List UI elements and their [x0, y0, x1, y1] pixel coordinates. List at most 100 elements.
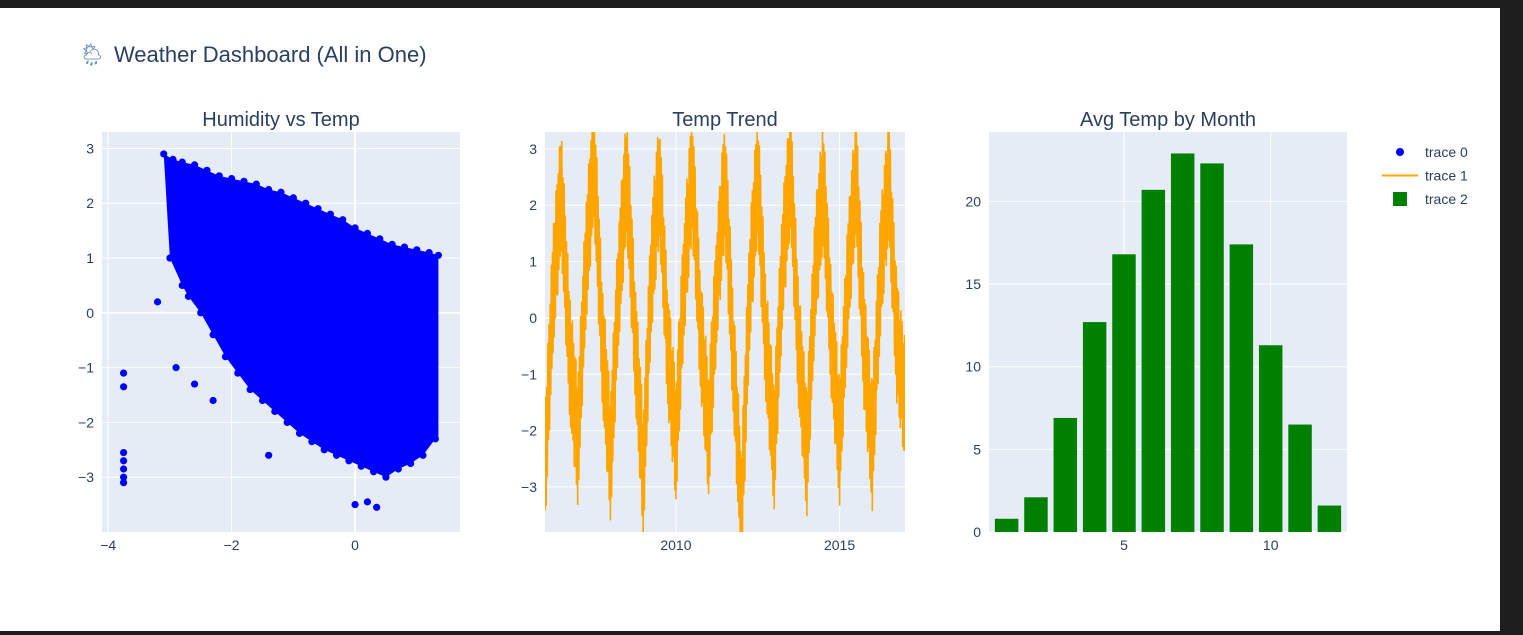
bar-month-11 — [1288, 424, 1312, 532]
scatter-point — [228, 174, 236, 183]
bar-month-6 — [1141, 189, 1166, 532]
y-tick-label: 10 — [965, 359, 981, 375]
scatter-point — [369, 468, 378, 476]
scatter-point — [184, 292, 193, 300]
scatter-point — [382, 473, 390, 481]
line-plot-temp-trend[interactable]: Temp Trend −3 −2 −1 0 1 2 3 2010 2015 — [521, 109, 905, 553]
bar-month-8 — [1200, 163, 1224, 532]
scatter-point — [363, 498, 372, 506]
y-tick-label: 5 — [973, 441, 981, 457]
legend-marker-icon — [1396, 148, 1404, 156]
y-tick-label: 1 — [86, 250, 94, 266]
scatter-point — [215, 172, 223, 180]
bar-month-5 — [1112, 254, 1136, 532]
scatter-point — [351, 501, 359, 509]
legend-label: trace 0 — [1425, 144, 1468, 160]
scatter-point — [120, 479, 128, 487]
y-tick-label: −3 — [78, 469, 94, 485]
scatter-point — [234, 369, 242, 377]
scatter-point — [376, 235, 384, 243]
scatter-point — [172, 364, 180, 372]
scatter-point — [120, 448, 128, 457]
plot-marks — [120, 150, 442, 511]
x-tick-label: 2015 — [824, 537, 855, 553]
scatter-point — [240, 177, 248, 185]
x-tick-label: 10 — [1263, 537, 1279, 553]
scatter-point — [120, 465, 128, 473]
scatter-point — [190, 161, 199, 169]
y-tick-label: 2 — [529, 197, 537, 213]
scatter-point — [302, 199, 310, 207]
scatter-point — [434, 251, 442, 259]
plot-marks — [994, 153, 1342, 532]
legend-item-trace-1[interactable]: trace 1 — [1382, 168, 1468, 184]
x-tick-label: 5 — [1120, 537, 1128, 553]
legend[interactable]: trace 0 trace 1 trace 2 — [1382, 144, 1468, 207]
y-tick-label: 15 — [965, 276, 981, 292]
y-tick-label: −1 — [521, 366, 537, 382]
scatter-point — [178, 281, 186, 290]
scatter-point — [388, 240, 396, 248]
scatter-point — [246, 385, 254, 394]
scatter-point — [339, 216, 347, 224]
y-tick-label: −1 — [78, 360, 94, 376]
scatter-point — [431, 435, 439, 443]
bar-month-9 — [1229, 244, 1254, 532]
scatter-point — [203, 166, 211, 174]
scatter-point — [265, 185, 273, 194]
y-tick-label: 0 — [529, 310, 537, 326]
window-bottom-border — [0, 631, 1523, 635]
scatter-point — [373, 503, 381, 511]
y-tick-label: −3 — [521, 479, 537, 495]
x-tick-label: 2010 — [660, 537, 691, 553]
scatter-point — [351, 224, 359, 232]
y-tick-label: −2 — [78, 414, 94, 430]
scatter-point — [326, 210, 334, 218]
scatter-point — [345, 457, 353, 465]
scatter-point — [400, 243, 409, 251]
x-tick-label: −2 — [224, 537, 240, 553]
scatter-point — [413, 246, 421, 254]
scatter-point — [407, 459, 415, 468]
bar-month-4 — [1082, 322, 1107, 532]
scatter-point — [363, 229, 372, 237]
scatter-point — [169, 155, 177, 163]
x-tick-label: −4 — [100, 537, 116, 553]
scatter-point — [283, 418, 291, 427]
scatter-point — [419, 451, 427, 459]
scatter-point — [265, 451, 273, 459]
scatter-point — [160, 150, 168, 158]
y-tick-label: 0 — [86, 305, 94, 321]
scatter-point — [425, 248, 433, 257]
y-tick-label: 3 — [529, 141, 537, 157]
y-tick-label: 0 — [973, 524, 981, 540]
temp-trend-dense-line — [545, 132, 905, 532]
scatter-point — [289, 194, 297, 202]
scatter-point — [153, 298, 162, 306]
y-tick-label: 20 — [965, 193, 981, 209]
legend-item-trace-0[interactable]: trace 0 — [1396, 144, 1468, 160]
bar-month-7 — [1170, 153, 1195, 532]
scatter-point — [120, 369, 128, 377]
scatter-plot-humidity-vs-temp[interactable]: Humidity vs Temp −3 −2 −1 0 1 2 3 −4 −2 0 — [78, 109, 460, 553]
subplot-title: Humidity vs Temp — [202, 109, 359, 131]
scatter-point — [332, 451, 341, 459]
legend-label: trace 2 — [1425, 191, 1468, 207]
plot-background — [989, 132, 1347, 532]
legend-bar-icon — [1393, 192, 1407, 206]
scatter-point — [258, 396, 267, 405]
scatter-point — [308, 437, 316, 446]
legend-item-trace-2[interactable]: trace 2 — [1393, 191, 1468, 207]
bar-month-10 — [1258, 345, 1283, 532]
scatter-point — [209, 396, 217, 405]
bar-month-1 — [994, 518, 1019, 532]
bar-month-12 — [1317, 505, 1342, 532]
temp-trend-line — [545, 154, 905, 516]
y-tick-label: −2 — [521, 423, 537, 439]
scatter-point — [197, 309, 205, 317]
scatter-point — [320, 446, 328, 454]
y-tick-label: 2 — [86, 195, 94, 211]
scatter-point — [120, 473, 128, 481]
bar-plot-avg-temp-by-month[interactable]: Avg Temp by Month 0 5 10 15 20 5 10 — [965, 109, 1347, 553]
